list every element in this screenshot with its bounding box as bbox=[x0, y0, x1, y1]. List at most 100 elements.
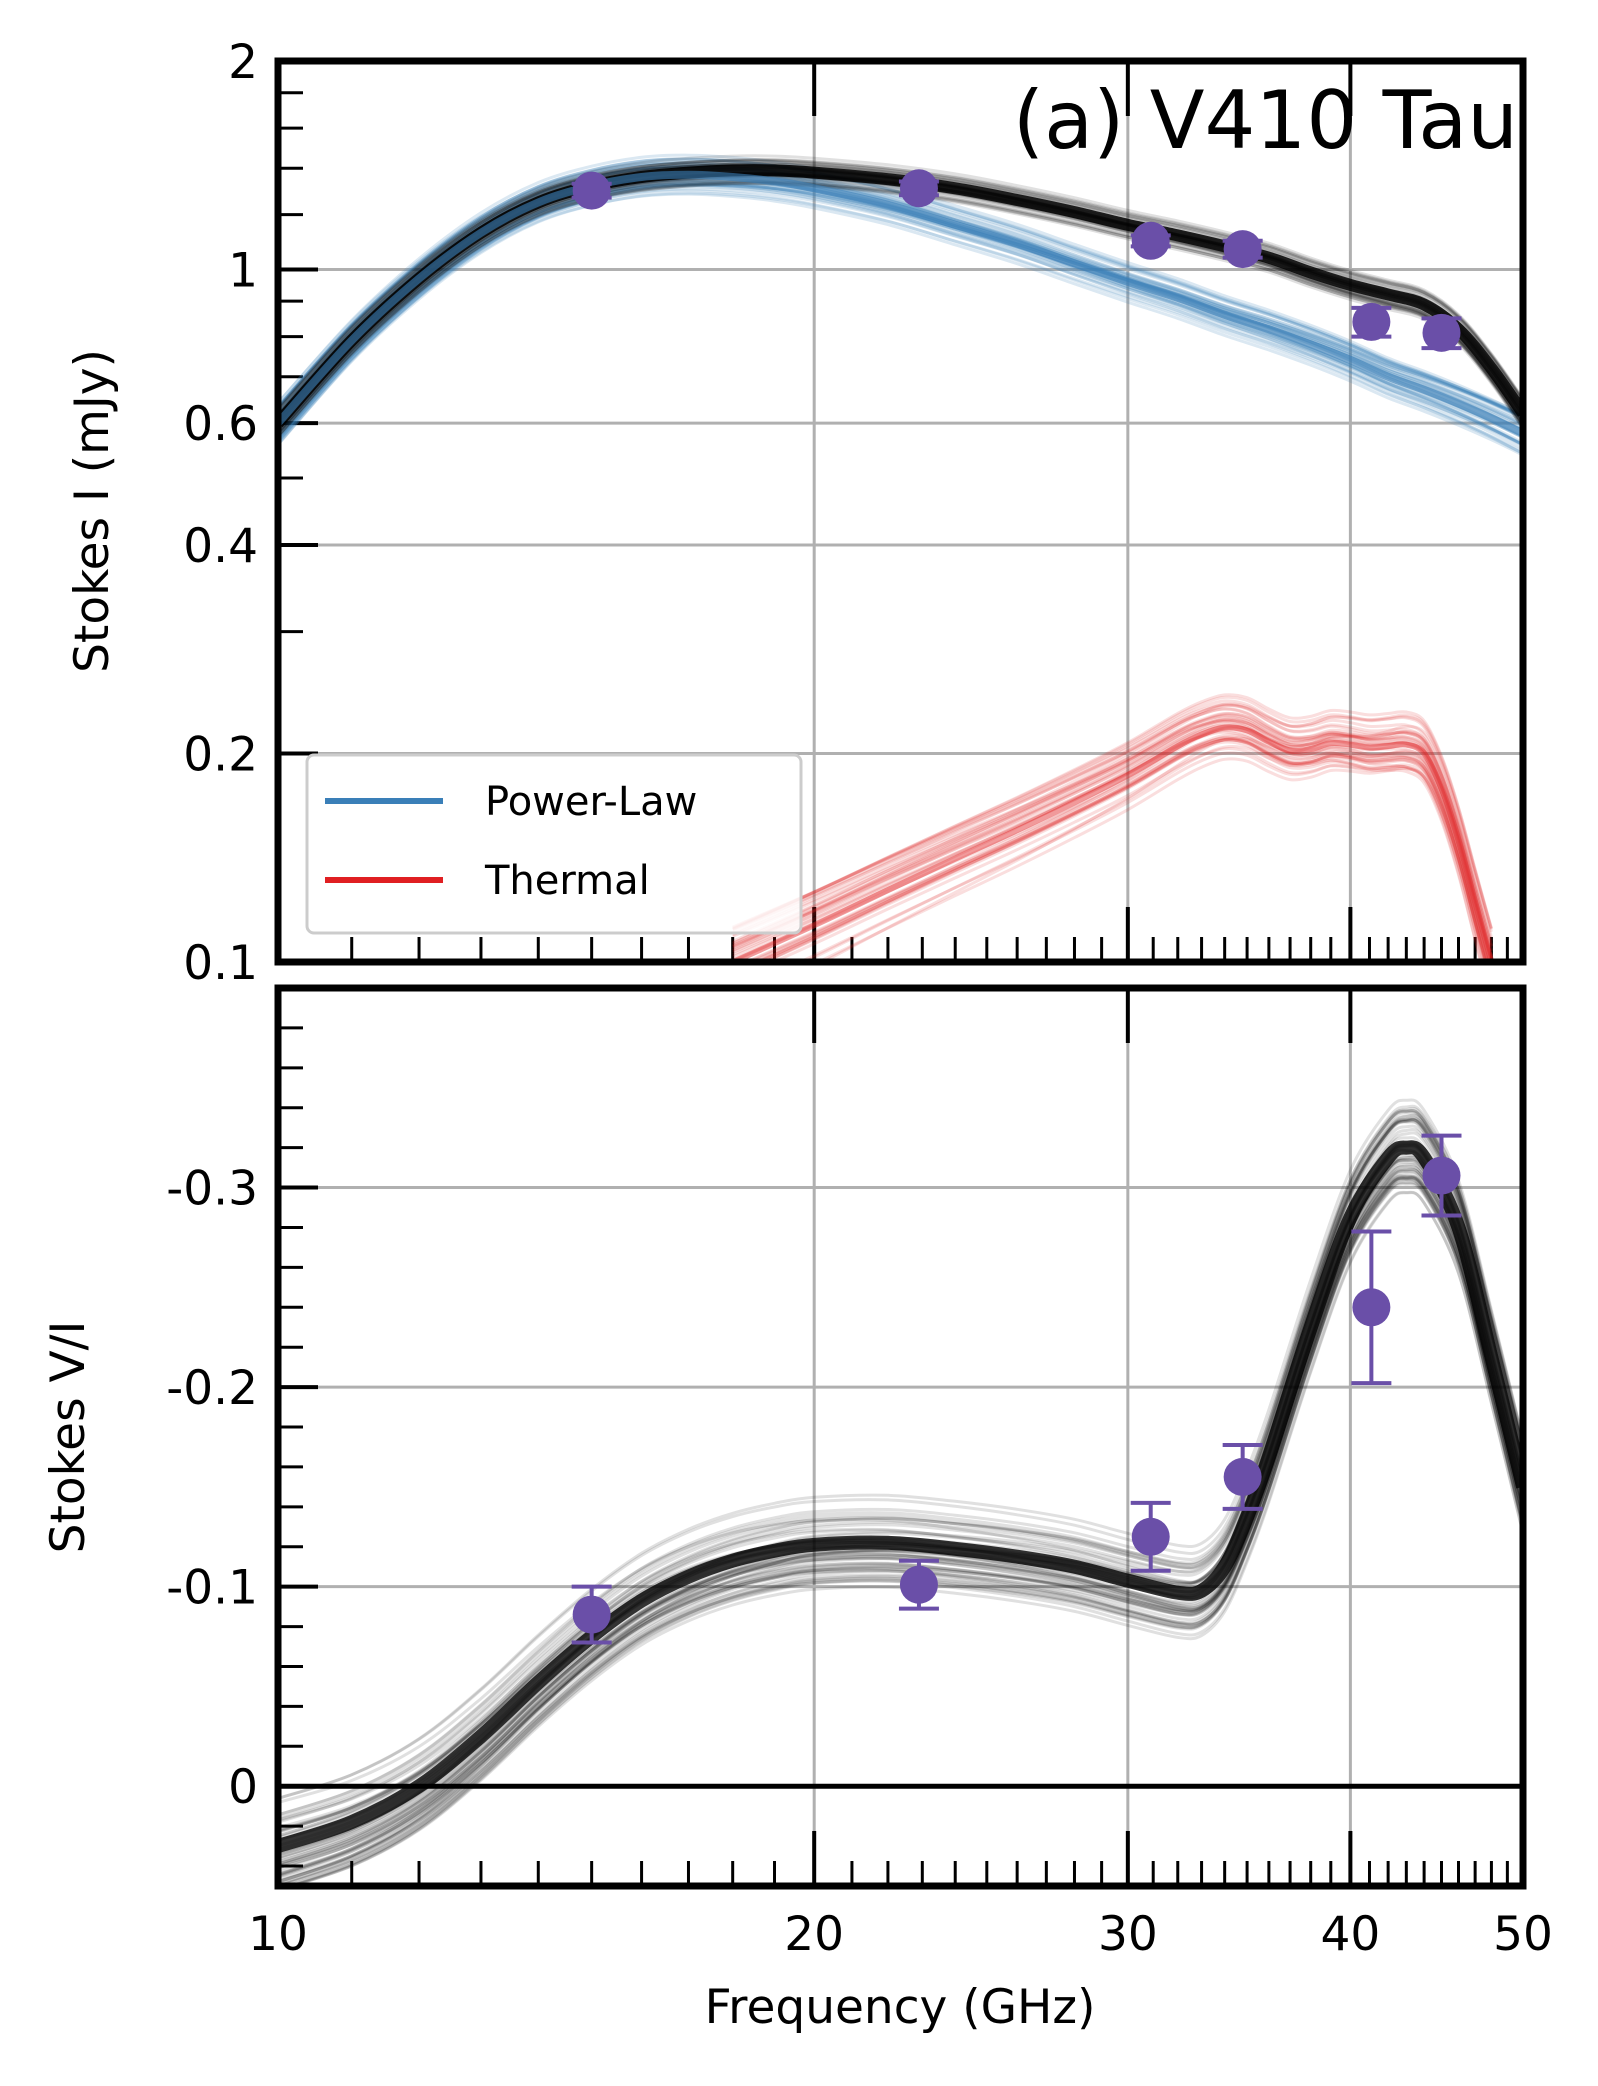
thermal-sample bbox=[732, 707, 1493, 962]
vi-model-sample bbox=[278, 1158, 1523, 1864]
thermal-sample bbox=[754, 735, 1492, 962]
marker bbox=[899, 169, 938, 208]
data-point bbox=[571, 1584, 612, 1645]
thermal-sample bbox=[814, 757, 1488, 962]
y-tick-label: -0.3 bbox=[166, 1162, 258, 1217]
thermal-sample bbox=[754, 738, 1490, 962]
thermal-sample bbox=[732, 722, 1493, 962]
y-tick-label: 0 bbox=[228, 1760, 258, 1815]
top-y-tick-labels: 0.1 0.2 0.4 0.6 1 2 bbox=[183, 35, 258, 991]
power-law-sample bbox=[278, 160, 1523, 420]
vi-model-sample bbox=[278, 1098, 1523, 1801]
power-law-sample bbox=[278, 157, 1523, 420]
legend-thermal-label: Thermal bbox=[484, 858, 650, 904]
data-point bbox=[1222, 1442, 1263, 1511]
vi-model-sample bbox=[284, 1155, 1523, 1886]
data-point bbox=[1351, 1229, 1392, 1386]
y-tick-label: 0.2 bbox=[183, 728, 258, 783]
vi-model-sample bbox=[284, 1175, 1523, 1886]
total-model-sample bbox=[278, 181, 1523, 439]
thermal-sample bbox=[732, 711, 1493, 959]
data-point bbox=[1130, 221, 1171, 260]
vi-model-sample bbox=[278, 1109, 1523, 1817]
vi-model-sample bbox=[278, 1175, 1523, 1886]
thermal-sample bbox=[800, 744, 1493, 962]
power-law-sample bbox=[278, 161, 1523, 447]
vi-model-sample bbox=[278, 1176, 1523, 1823]
vi-model-sample bbox=[278, 1181, 1523, 1867]
marker bbox=[1223, 230, 1262, 269]
marker bbox=[1352, 1288, 1391, 1327]
total-model-sample bbox=[278, 176, 1523, 434]
vi-model-sample bbox=[278, 1177, 1523, 1886]
vi-model-sample bbox=[278, 1157, 1523, 1878]
top-y-axis-title: Stokes I (mJy) bbox=[65, 349, 120, 673]
thermal-sample bbox=[732, 726, 1490, 962]
data-point bbox=[898, 169, 939, 208]
power-law-sample bbox=[278, 192, 1523, 457]
vi-model-sample bbox=[278, 1104, 1523, 1838]
power-law-sample bbox=[278, 157, 1523, 419]
thermal-sample bbox=[732, 699, 1493, 947]
thermal-sample bbox=[732, 712, 1493, 952]
thermal-sample bbox=[752, 725, 1493, 962]
marker bbox=[1223, 1457, 1262, 1496]
thermal-sample bbox=[732, 702, 1493, 945]
total-model-sample bbox=[278, 178, 1523, 434]
thermal-sample bbox=[761, 738, 1491, 962]
bottom-y-axis-title: Stokes V/I bbox=[41, 1321, 96, 1554]
power-law-sample bbox=[278, 161, 1523, 433]
marker bbox=[1352, 302, 1391, 341]
thermal-sample bbox=[732, 703, 1493, 952]
marker bbox=[572, 171, 611, 210]
vi-model-sample bbox=[282, 1168, 1523, 1886]
power-law-sample bbox=[278, 183, 1523, 447]
y-tick-label: 1 bbox=[228, 243, 258, 298]
marker bbox=[1131, 1517, 1170, 1556]
marker bbox=[1131, 221, 1170, 260]
vi-model-sample bbox=[278, 1171, 1523, 1875]
top-plot-frame bbox=[274, 57, 1527, 966]
x-axis-title: Frequency (GHz) bbox=[705, 1980, 1096, 2035]
vi-model-sample bbox=[278, 1167, 1523, 1867]
total-model-sample bbox=[278, 157, 1523, 415]
vi-model-sample bbox=[278, 1136, 1523, 1833]
vi-model-sample bbox=[278, 1182, 1523, 1870]
vi-model-sample bbox=[278, 1110, 1523, 1840]
bottom-y-tick-labels: 0 -0.1 -0.2 -0.3 bbox=[166, 1162, 258, 1816]
power-law-sample bbox=[278, 189, 1523, 453]
thermal-sample bbox=[820, 725, 1493, 962]
thermal-sample bbox=[760, 725, 1493, 962]
x-tick-label: 20 bbox=[784, 1907, 844, 1962]
data-point bbox=[1421, 1133, 1462, 1218]
vi-model-sample bbox=[278, 1117, 1523, 1817]
data-point bbox=[1222, 230, 1263, 269]
vi-model-sample bbox=[278, 1153, 1523, 1864]
power-law-sample bbox=[278, 164, 1523, 419]
thermal-sample bbox=[732, 718, 1493, 961]
thermal-sample bbox=[732, 713, 1493, 960]
bottom-plot-frame bbox=[274, 984, 1527, 1890]
thermal-sample bbox=[732, 695, 1493, 938]
thermal-sample bbox=[732, 693, 1493, 931]
thermal-sample bbox=[747, 738, 1488, 962]
total-model-sample bbox=[278, 158, 1523, 417]
thermal-sample bbox=[732, 723, 1488, 962]
thermal-sample bbox=[770, 747, 1487, 962]
thermal-sample bbox=[760, 733, 1493, 962]
total-model-sample bbox=[278, 158, 1523, 415]
thermal-sample bbox=[753, 738, 1490, 962]
total-model-sample bbox=[278, 180, 1523, 438]
thermal-sample bbox=[732, 702, 1493, 958]
thermal-sample bbox=[732, 719, 1483, 962]
bottom-model-curves bbox=[278, 1098, 1523, 1886]
thermal-median bbox=[731, 724, 1495, 962]
marker bbox=[1422, 313, 1461, 352]
vi-model-sample bbox=[278, 1120, 1523, 1820]
vi-model-sample bbox=[278, 1190, 1523, 1881]
power-law-median bbox=[278, 170, 1523, 437]
vi-model-sample bbox=[278, 1165, 1523, 1861]
data-point bbox=[1130, 1500, 1171, 1573]
thermal-sample bbox=[744, 740, 1486, 962]
